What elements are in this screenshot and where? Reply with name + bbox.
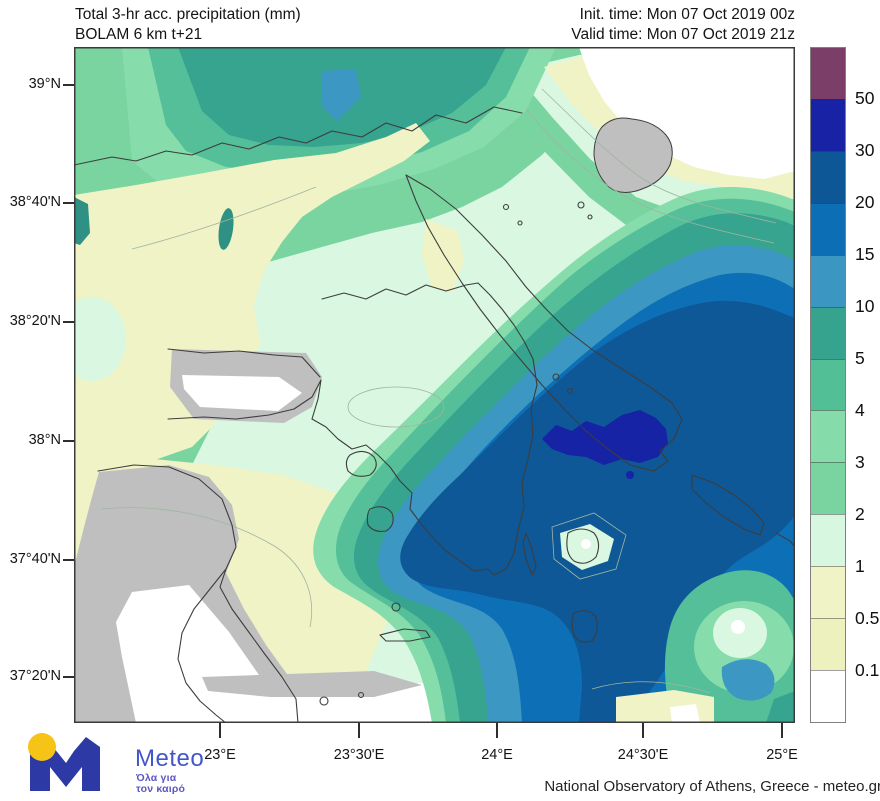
lat-tick-label: 39°N — [28, 76, 61, 92]
lon-tick-mark — [358, 723, 360, 738]
scale-value-label: 5 — [855, 348, 865, 368]
scale-value-label: 0.5 — [855, 608, 880, 628]
lon-tick-label: 23°E — [204, 747, 236, 763]
island-skyros-gray — [593, 117, 673, 193]
island-makronisos — [522, 532, 537, 576]
coast-gulf-south — [167, 379, 322, 420]
time-block: Init. time: Mon 07 Oct 2019 00z Valid ti… — [571, 5, 795, 46]
meteo-logo-mark — [28, 733, 100, 791]
island-tinos-edge — [775, 532, 796, 548]
precip-max-core — [542, 410, 668, 465]
lat-tick-mark — [63, 84, 74, 86]
scale-segment — [811, 98, 845, 151]
scale-segment — [811, 358, 845, 411]
scale-segment — [811, 670, 845, 722]
lat-tick-mark — [63, 321, 74, 323]
island-poros — [391, 602, 401, 612]
lon-tick-mark — [642, 723, 644, 738]
island-aegina — [366, 506, 394, 532]
coast-argolic-gulf — [177, 568, 227, 724]
scale-segment — [811, 566, 845, 619]
precip-color-scale — [810, 47, 846, 723]
scale-segment — [811, 410, 845, 463]
precipitation-map — [58, 47, 796, 724]
island-kythnos — [571, 610, 598, 643]
scale-segment — [811, 48, 845, 99]
scale-value-label: 2 — [855, 504, 865, 524]
init-time: Init. time: Mon 07 Oct 2019 00z — [579, 6, 795, 23]
lat-tick-label: 38°40'N — [9, 194, 61, 210]
valid-time: Valid time: Mon 07 Oct 2019 21z — [571, 26, 795, 44]
coastlines — [73, 106, 796, 724]
logo-sun-dot — [28, 733, 56, 761]
lat-tick-mark — [63, 559, 74, 561]
scale-value-label: 30 — [855, 140, 875, 160]
scale-segment — [811, 462, 845, 515]
coast-north-mainland — [73, 106, 523, 166]
map-border — [74, 47, 795, 723]
thin-contour-lines — [101, 88, 777, 694]
scale-value-label: 15 — [855, 244, 875, 264]
scale-value-label: 50 — [855, 88, 875, 108]
map-title-block: Total 3-hr acc. precipitation (mm) BOLAM… — [75, 5, 301, 46]
scale-value-label: 3 — [855, 452, 865, 472]
gulf-water-white — [182, 375, 302, 411]
island-salamina — [345, 450, 377, 477]
lat-tick-label: 37°40'N — [9, 551, 61, 567]
scale-value-label: 10 — [855, 296, 875, 316]
precip-fill-layers — [58, 47, 795, 724]
scale-value-label: 4 — [855, 400, 865, 420]
lat-tick-label: 37°20'N — [9, 668, 61, 684]
scale-value-label: 0.1 — [855, 660, 880, 680]
scale-segment — [811, 202, 845, 255]
map-title: Total 3-hr acc. precipitation (mm) — [75, 6, 301, 23]
lon-tick-mark — [496, 723, 498, 738]
logo-wordmark: Meteo — [135, 745, 205, 772]
lat-tick-mark — [63, 440, 74, 442]
credit-line: National Observatory of Athens, Greece -… — [544, 778, 880, 795]
island-kea — [566, 528, 600, 564]
lon-tick-label: 25°E — [766, 747, 798, 763]
coast-attica-east — [477, 282, 538, 570]
island-andros — [691, 474, 765, 536]
lat-tick-mark — [63, 202, 74, 204]
model-run-label: BOLAM 6 km t+21 — [75, 26, 203, 44]
island-hydra — [379, 628, 431, 642]
lat-tick-mark — [63, 676, 74, 678]
lon-tick-label: 24°E — [481, 747, 513, 763]
scale-value-label: 1 — [855, 556, 865, 576]
lon-tick-label: 23°30'E — [333, 747, 385, 763]
scale-segment — [811, 618, 845, 671]
lat-tick-label: 38°20'N — [9, 313, 61, 329]
scale-value-label: 20 — [855, 192, 875, 212]
lon-tick-mark — [219, 723, 221, 738]
scale-segment — [811, 306, 845, 359]
lon-tick-label: 24°30'E — [617, 747, 669, 763]
meteo-logo: Meteo Όλα για τον καιρό — [22, 731, 262, 797]
scale-segment — [811, 254, 845, 307]
precipitation-map-svg — [58, 47, 796, 724]
coast-gulf-north — [167, 348, 321, 378]
coast-channel-south — [321, 282, 479, 300]
coast-attica-west — [311, 418, 507, 576]
logo-tagline-line1: Όλα για — [136, 772, 177, 784]
scale-segment — [811, 514, 845, 567]
logo-tagline-line2: τον καιρό — [136, 783, 186, 795]
lat-tick-label: 38°N — [28, 432, 61, 448]
lon-tick-mark — [781, 723, 783, 738]
coast-evia — [405, 174, 683, 472]
scale-segment — [811, 150, 845, 203]
